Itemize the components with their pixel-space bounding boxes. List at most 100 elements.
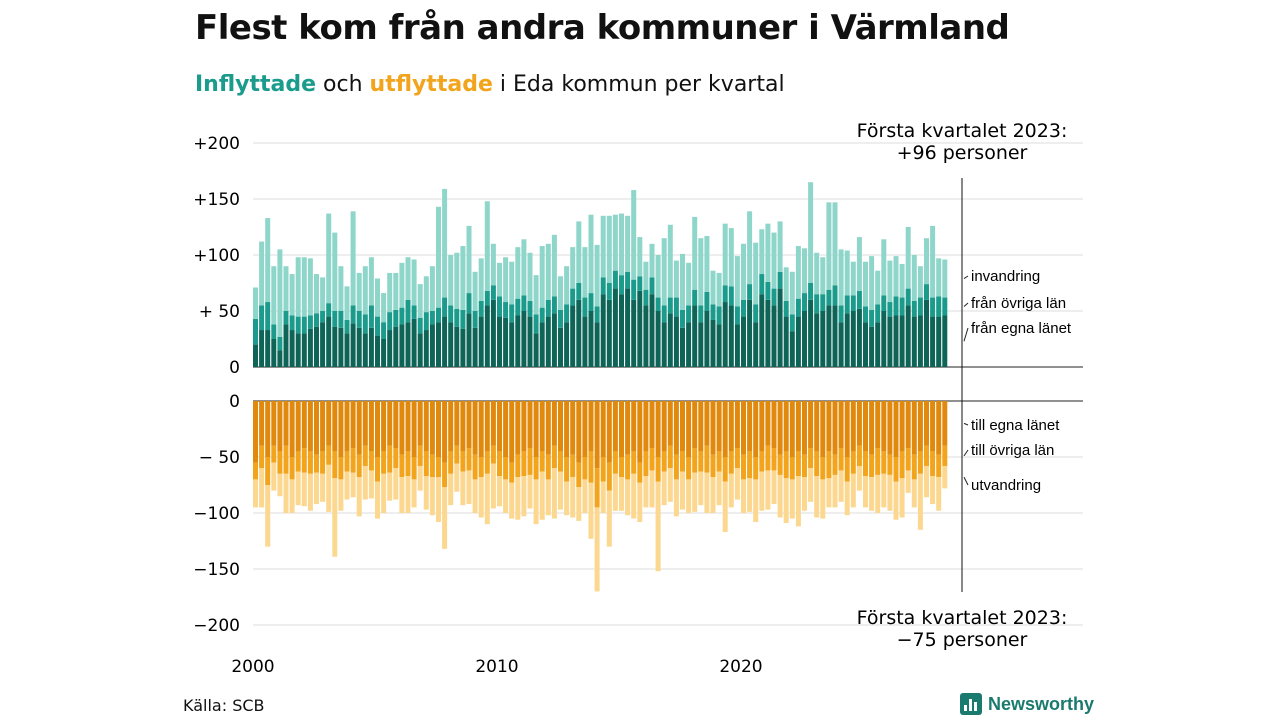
bar-out-own-county — [832, 401, 838, 455]
bar-emigration — [869, 477, 875, 511]
bar-immigration — [704, 235, 710, 292]
bar-in-own-county — [417, 333, 423, 367]
bar-out-own-county — [637, 401, 643, 463]
bar-in-own-county — [356, 327, 362, 367]
bar-in-own-county — [582, 316, 588, 367]
bar-in-other-county — [863, 306, 868, 323]
bar-out-other-county — [356, 454, 362, 478]
bar-out-other-county — [497, 451, 502, 477]
bar-in-other-county — [673, 297, 679, 317]
bar-out-other-county — [295, 451, 301, 472]
bar-emigration — [533, 479, 539, 525]
bar-emigration — [393, 468, 399, 500]
bar-immigration — [405, 257, 411, 300]
bar-immigration — [844, 250, 850, 296]
bar-emigration — [490, 463, 496, 509]
bar-emigration — [783, 478, 789, 524]
bar-immigration — [314, 274, 319, 314]
bar-in-own-county — [808, 299, 814, 367]
bar-out-other-county — [661, 451, 667, 472]
bar-out-other-county — [875, 448, 881, 475]
bar-immigration — [820, 257, 826, 295]
bar-out-own-county — [307, 401, 313, 452]
bar-in-own-county — [826, 305, 832, 367]
bar-immigration — [655, 255, 661, 298]
bar-out-other-county — [844, 457, 850, 482]
bar-out-other-county — [570, 454, 576, 478]
bar-immigration — [564, 266, 570, 305]
bar-emigration — [387, 472, 393, 501]
bar-in-own-county — [936, 316, 942, 367]
bar-in-other-county — [582, 297, 588, 317]
bar-out-own-county — [442, 401, 448, 463]
bar-out-own-county — [314, 401, 319, 455]
bar-in-own-county — [277, 350, 283, 367]
bar-out-other-county — [466, 448, 472, 471]
bar-in-other-county — [576, 283, 582, 300]
bar-emigration — [747, 478, 753, 512]
bar-emigration — [850, 473, 856, 508]
bar-emigration — [509, 482, 515, 519]
bar-in-other-county — [795, 298, 801, 317]
bar-out-other-county — [320, 451, 326, 474]
bar-out-own-county — [350, 401, 356, 449]
bar-out-other-county — [820, 457, 826, 480]
bar-out-other-county — [759, 451, 765, 472]
bar-out-other-county — [783, 451, 789, 479]
bar-out-own-county — [405, 401, 411, 452]
bar-in-other-county — [936, 296, 942, 317]
bar-immigration — [301, 257, 307, 317]
bar-immigration — [667, 224, 673, 298]
bar-out-other-county — [375, 457, 380, 482]
bar-out-own-county — [399, 401, 405, 455]
bar-out-other-county — [698, 451, 704, 472]
bar-in-other-county — [387, 312, 393, 331]
bar-out-other-county — [936, 454, 942, 478]
bar-out-own-county — [631, 401, 637, 452]
bar-out-own-county — [881, 401, 887, 452]
bar-in-own-county — [551, 313, 557, 367]
bar-in-own-county — [777, 288, 783, 367]
bar-in-own-county — [881, 311, 887, 367]
bar-emigration — [619, 477, 624, 511]
top-y-tick-label: + 50 — [199, 302, 240, 322]
bar-immigration — [442, 188, 448, 298]
bar-out-own-county — [362, 401, 368, 446]
bar-out-other-county — [429, 454, 435, 478]
bar-in-own-county — [301, 333, 307, 367]
bar-in-own-county — [661, 322, 667, 367]
bar-out-other-county — [911, 454, 917, 480]
bar-emigration — [753, 479, 759, 522]
bar-out-other-county — [472, 454, 478, 480]
bar-out-other-county — [802, 454, 807, 478]
bar-emigration — [759, 471, 765, 511]
bar-out-other-county — [741, 454, 746, 480]
bar-out-own-county — [503, 401, 509, 457]
bar-immigration — [338, 266, 344, 311]
bar-in-own-county — [295, 333, 301, 367]
bar-out-other-county — [582, 457, 588, 480]
bar-out-own-county — [436, 401, 441, 457]
bar-in-own-county — [924, 299, 929, 367]
bar-out-other-county — [521, 451, 527, 477]
bar-in-other-county — [490, 285, 496, 300]
bar-in-other-county — [411, 305, 417, 319]
bar-out-own-county — [338, 401, 344, 457]
bar-immigration — [942, 259, 948, 298]
bar-out-other-county — [667, 445, 673, 469]
bar-in-other-county — [716, 306, 722, 325]
bar-out-own-county — [680, 401, 685, 452]
top-annotation-line1: Första kvartalet 2023: — [857, 120, 1068, 142]
bar-in-other-county — [753, 304, 759, 323]
bar-in-own-county — [387, 330, 393, 367]
bar-immigration — [362, 266, 368, 315]
bar-immigration — [472, 271, 478, 311]
bar-out-own-county — [930, 401, 936, 452]
bar-in-other-county — [655, 297, 661, 311]
bar-in-other-county — [808, 283, 814, 300]
bar-in-other-county — [314, 313, 319, 327]
bar-immigration — [259, 241, 265, 306]
bar-immigration — [899, 263, 905, 298]
bar-in-other-county — [478, 300, 484, 317]
bar-in-own-county — [771, 305, 777, 367]
